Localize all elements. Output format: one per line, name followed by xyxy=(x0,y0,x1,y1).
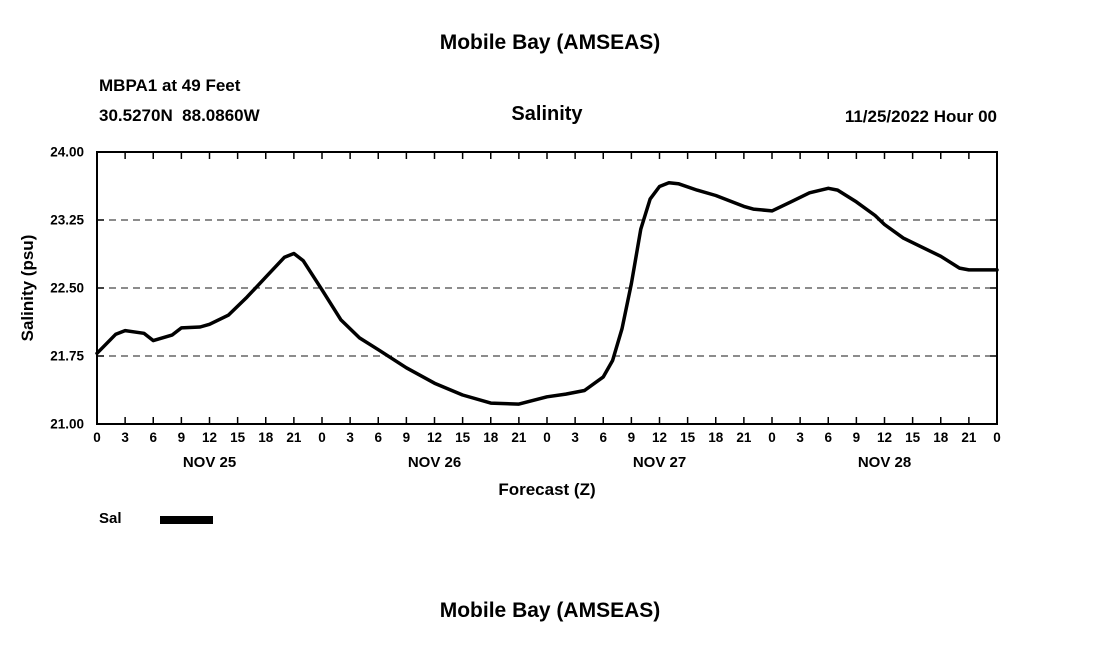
x-axis-title: Forecast (Z) xyxy=(498,480,596,499)
x-tick-label: 0 xyxy=(993,430,1001,445)
x-tick-label: 15 xyxy=(680,430,696,445)
x-tick-label: 9 xyxy=(402,430,411,445)
legend-line-swatch xyxy=(160,516,213,524)
day-label: NOV 28 xyxy=(857,454,912,471)
x-tick-label: 6 xyxy=(374,430,383,445)
page-title: Mobile Bay (AMSEAS) xyxy=(439,31,661,54)
x-tick-label: 21 xyxy=(286,430,302,445)
x-tick-label: 6 xyxy=(149,430,158,445)
model-run-time: 11/25/2022 Hour 00 xyxy=(844,107,997,126)
y-tick-label: 21.75 xyxy=(50,348,84,364)
x-tick-label: 3 xyxy=(121,430,129,445)
station-coordinates: 30.5270N 88.0860W xyxy=(99,106,260,125)
x-tick-label: 12 xyxy=(426,430,443,445)
x-tick-label: 3 xyxy=(571,430,579,445)
x-tick-label: 18 xyxy=(708,430,724,445)
x-tick-label: 3 xyxy=(796,430,804,445)
x-tick-label: 12 xyxy=(651,430,668,445)
x-tick-label: 18 xyxy=(933,430,949,445)
x-tick-label: 9 xyxy=(177,430,186,445)
x-tick-label: 6 xyxy=(824,430,833,445)
x-tick-label: 9 xyxy=(627,430,636,445)
x-tick-label: 0 xyxy=(543,430,551,445)
x-axis-day-labels: NOV 25 NOV 26 NOV 27 NOV 28 xyxy=(0,454,1100,474)
x-tick-label: 6 xyxy=(599,430,608,445)
x-tick-label: 15 xyxy=(230,430,246,445)
x-tick-label: 21 xyxy=(736,430,752,445)
series-line-sal xyxy=(95,181,999,406)
x-tick-label: 0 xyxy=(93,430,101,445)
x-tick-label: 12 xyxy=(201,430,218,445)
x-tick-label: 12 xyxy=(876,430,893,445)
day-label: NOV 25 xyxy=(182,454,237,471)
x-axis-tick-labels: 0 3 6 9 12 15 18 21 0 3 6 9 12 15 18 21 0 3 6 9 12 15 18 21 0 3 6 9… xyxy=(0,430,1100,450)
station-label: MBPA1 at 49 Feet xyxy=(99,76,241,95)
x-tick-label: 3 xyxy=(346,430,354,445)
x-tick-label: 9 xyxy=(852,430,861,445)
x-tick-label: 21 xyxy=(511,430,527,445)
chart-title: Salinity xyxy=(511,103,583,125)
x-tick-label: 0 xyxy=(768,430,776,445)
day-label: NOV 27 xyxy=(632,454,687,471)
day-label: NOV 26 xyxy=(407,454,462,471)
y-tick-label: 21.00 xyxy=(50,416,84,432)
y-axis-tick-labels: 21.00 21.75 22.50 23.25 24.00 xyxy=(0,0,90,650)
x-tick-label: 18 xyxy=(483,430,499,445)
y-tick-label: 24.00 xyxy=(50,144,84,160)
x-tick-label: 15 xyxy=(905,430,921,445)
x-tick-label: 21 xyxy=(961,430,977,445)
y-tick-label: 22.50 xyxy=(50,280,84,296)
x-tick-label: 18 xyxy=(258,430,274,445)
x-tick-label: 15 xyxy=(455,430,471,445)
x-tick-label: 0 xyxy=(318,430,326,445)
y-tick-label: 23.25 xyxy=(50,212,84,228)
legend-series-label: Sal xyxy=(99,510,122,527)
page-title-bottom: Mobile Bay (AMSEAS) xyxy=(439,599,661,622)
